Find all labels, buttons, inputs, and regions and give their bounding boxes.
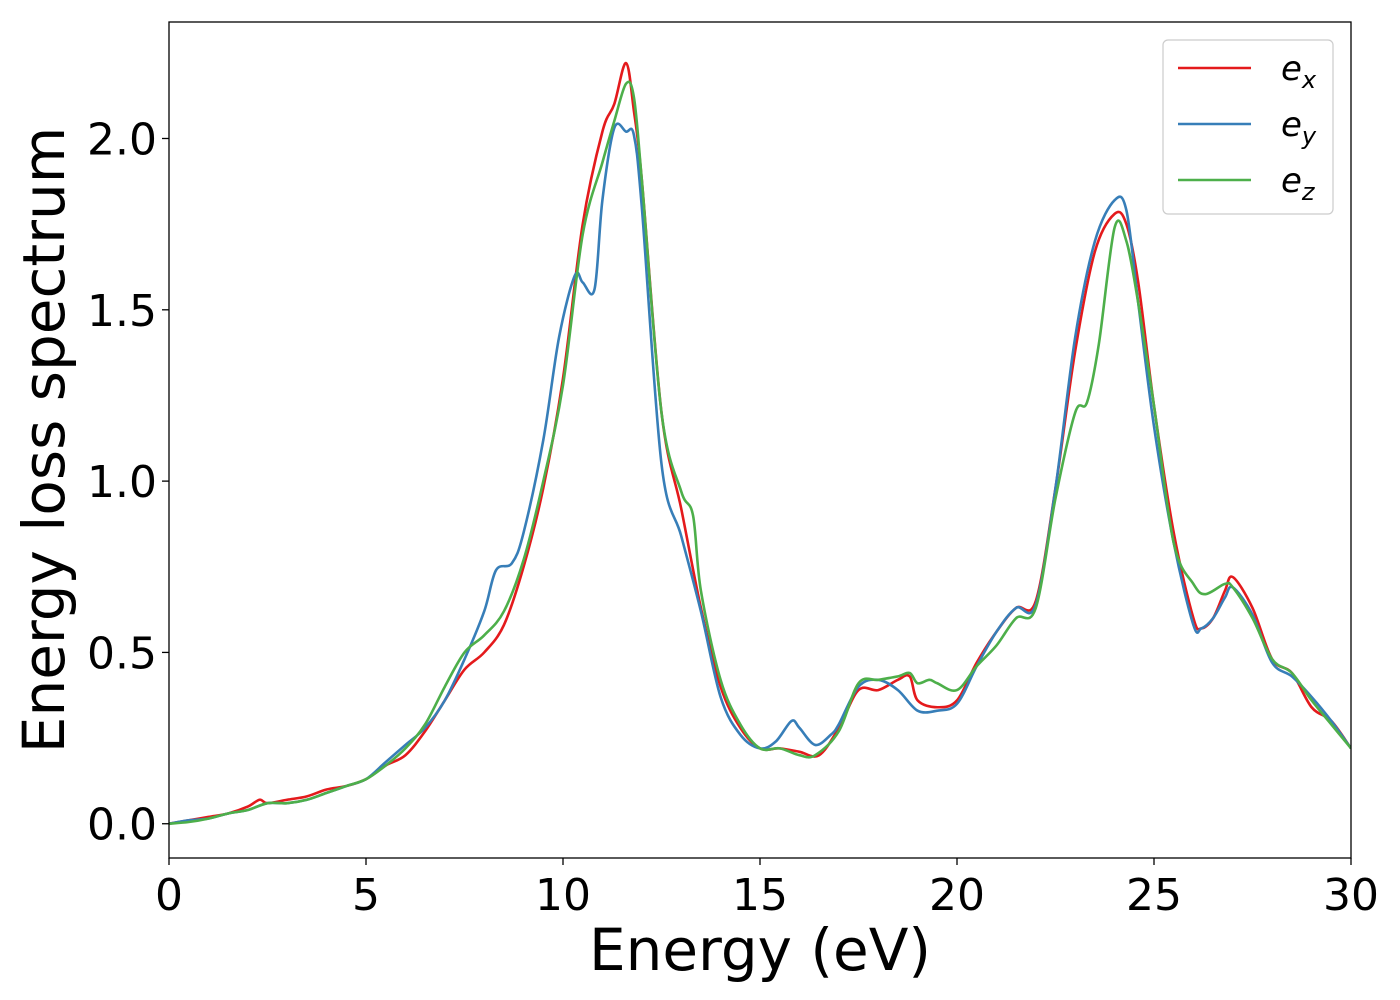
x-axis-label: Energy (eV) (589, 916, 931, 984)
legend-label-base: e (1281, 105, 1302, 145)
legend-label: ex (1281, 49, 1317, 94)
x-tick-label: 30 (1323, 870, 1379, 921)
y-axis: 0.0 0.5 1.0 1.5 2.0 (87, 114, 169, 851)
x-axis: 0 5 10 15 20 25 30 (155, 858, 1379, 921)
legend-box (1162, 39, 1334, 215)
legend-label: ez (1281, 161, 1316, 206)
x-tick-label: 5 (352, 870, 380, 921)
legend-label-subscript: x (1301, 66, 1317, 94)
x-tick-label: 15 (732, 870, 788, 921)
series-line-e-z (169, 80, 1351, 826)
y-tick-label: 1.5 (87, 286, 157, 337)
y-tick-label: 0.5 (87, 628, 157, 679)
series-layer (169, 61, 1351, 826)
y-tick-label: 1.0 (87, 457, 157, 508)
legend-label-subscript: y (1301, 122, 1317, 150)
y-axis-label: Energy loss spectrum (10, 127, 78, 753)
y-tick-label: 0.0 (87, 800, 157, 851)
legend-label: ey (1281, 105, 1317, 150)
x-tick-label: 0 (155, 870, 183, 921)
legend-label-base: e (1281, 161, 1302, 201)
x-tick-label: 10 (535, 870, 591, 921)
y-tick-label: 2.0 (87, 114, 157, 165)
series-line-e-y (169, 122, 1351, 826)
x-tick-label: 25 (1126, 870, 1182, 921)
legend-label-base: e (1281, 49, 1302, 89)
x-tick-label: 20 (929, 870, 985, 921)
legend-label-subscript: z (1301, 178, 1316, 206)
